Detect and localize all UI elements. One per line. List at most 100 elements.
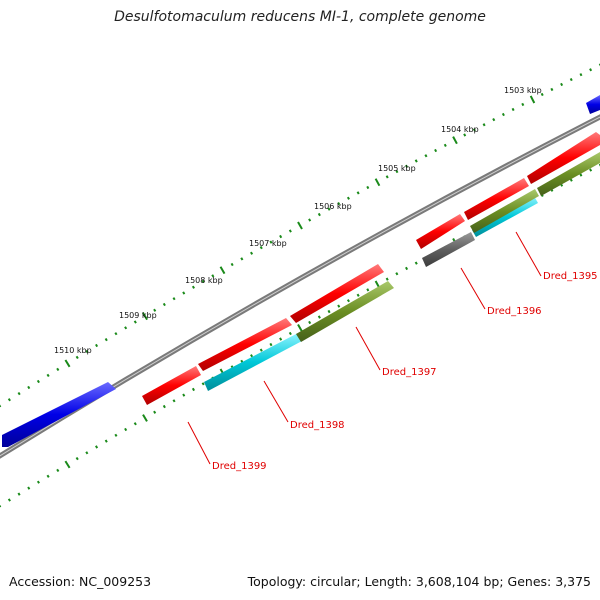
- red-cds-feature: [198, 318, 292, 371]
- minor-tick: [114, 433, 118, 437]
- gene-label: Dred_1396: [487, 306, 542, 317]
- kbp-label: 1509 kbp: [119, 311, 157, 320]
- minor-tick: [395, 272, 399, 276]
- minor-tick: [95, 445, 99, 449]
- minor-tick: [201, 382, 205, 386]
- leader-line: [460, 267, 486, 310]
- minor-tick: [395, 169, 399, 174]
- minor-tick: [124, 326, 128, 330]
- lower-feature-track: [204, 152, 600, 391]
- kbp-label: 1505 kbp: [378, 164, 416, 173]
- minor-tick: [7, 498, 11, 502]
- minor-tick: [560, 82, 564, 87]
- minor-tick: [288, 229, 292, 233]
- minor-tick: [259, 246, 263, 250]
- minor-tick: [366, 185, 370, 190]
- minor-tick: [327, 309, 331, 314]
- minor-tick: [356, 293, 360, 297]
- minor-tick: [172, 399, 176, 403]
- minor-tick: [133, 422, 137, 426]
- minor-tick: [317, 315, 321, 319]
- minor-tick: [114, 332, 118, 336]
- minor-tick: [317, 212, 321, 217]
- minor-tick: [75, 456, 79, 461]
- olive-feature: [537, 152, 600, 196]
- minor-tick: [521, 102, 525, 107]
- minor-tick: [463, 133, 467, 137]
- red-cds-feature: [416, 214, 465, 249]
- minor-tick: [443, 143, 447, 147]
- minor-tick: [250, 251, 254, 255]
- minor-tick: [75, 355, 79, 360]
- gene-labels: Dred_1395 Dred_1396 Dred_1397 Dred_1398 …: [187, 231, 598, 472]
- minor-tick: [201, 279, 205, 284]
- minor-tick: [104, 439, 108, 443]
- leader-line: [515, 231, 542, 277]
- minor-tick: [569, 178, 573, 182]
- minor-tick: [153, 410, 157, 414]
- minor-tick: [356, 191, 360, 195]
- minor-tick: [7, 398, 11, 402]
- major-tick: [142, 312, 148, 321]
- minor-tick: [288, 331, 292, 336]
- minor-tick: [240, 257, 244, 261]
- leader-line: [187, 421, 211, 465]
- minor-tick: [153, 308, 157, 312]
- minor-tick: [385, 277, 389, 281]
- cyan-feature: [472, 196, 538, 237]
- red-cds-feature: [142, 366, 201, 405]
- minor-tick: [579, 73, 583, 77]
- minor-tick: [589, 168, 593, 172]
- red-cds-feature: [464, 178, 529, 220]
- minor-tick: [405, 164, 409, 168]
- minor-tick: [162, 302, 166, 307]
- kbp-label: 1503 kbp: [504, 86, 542, 95]
- minor-tick: [414, 159, 418, 163]
- major-tick: [64, 359, 71, 368]
- major-tick: [452, 136, 458, 145]
- kbp-label: 1504 kbp: [441, 125, 479, 134]
- kbp-label: 1506 kbp: [314, 202, 352, 211]
- forward-cds-features: [2, 95, 600, 447]
- minor-tick: [589, 68, 593, 72]
- minor-tick: [424, 154, 428, 158]
- olive-feature: [296, 281, 394, 342]
- minor-tick: [240, 359, 244, 363]
- genome-backbone: [0, 114, 600, 459]
- minor-tick: [95, 343, 99, 348]
- genome-summary-text: Topology: circular; Length: 3,608,104 bp…: [247, 574, 591, 589]
- minor-tick: [337, 304, 341, 308]
- gene-label: Dred_1398: [290, 420, 345, 431]
- gene-label: Dred_1395: [543, 271, 598, 282]
- major-tick: [297, 324, 303, 332]
- minor-tick: [162, 404, 166, 409]
- minor-tick: [36, 480, 40, 484]
- minor-tick: [511, 107, 515, 112]
- minor-tick: [104, 337, 108, 342]
- minor-tick: [482, 123, 486, 127]
- minor-tick: [550, 87, 554, 92]
- minor-tick: [27, 385, 31, 390]
- minor-tick: [414, 261, 418, 265]
- minor-tick: [230, 262, 234, 267]
- minor-tick: [269, 342, 273, 347]
- minor-tick: [133, 320, 137, 324]
- minor-tick: [85, 349, 89, 354]
- minor-tick: [405, 266, 409, 271]
- minor-tick: [308, 218, 312, 222]
- major-tick: [219, 266, 226, 275]
- minor-tick: [46, 373, 50, 378]
- minor-tick: [172, 297, 176, 301]
- minor-tick: [346, 299, 350, 303]
- minor-tick: [366, 288, 370, 292]
- minor-tick: [569, 77, 573, 82]
- major-tick: [64, 460, 71, 469]
- minor-tick: [17, 492, 21, 496]
- minor-tick: [346, 196, 350, 200]
- kbp-scale-labels: 1503 kbp 1504 kbp 1505 kbp 1506 kbp 1507…: [54, 86, 542, 355]
- kbp-label: 1510 kbp: [54, 346, 92, 355]
- major-tick: [374, 178, 381, 187]
- minor-tick: [434, 148, 438, 153]
- accession-text: Accession: NC_009253: [9, 574, 152, 589]
